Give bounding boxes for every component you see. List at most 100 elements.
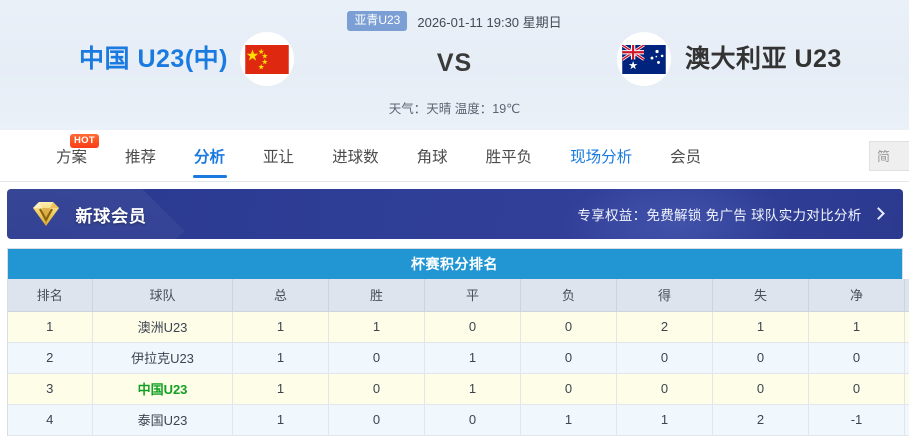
cell-rank: 1 <box>7 311 93 343</box>
weather-info: 天气：天晴 温度：19℃ <box>388 102 521 116</box>
league-tag[interactable]: 亚青U23 <box>347 11 408 31</box>
th-draw: 平 <box>424 279 521 312</box>
th-points: 积分 <box>904 279 909 312</box>
th-win: 胜 <box>328 279 425 312</box>
cell-gf: 0 <box>616 373 713 405</box>
tab-label: 方案 <box>56 148 88 166</box>
cell-loss: 1 <box>520 404 617 436</box>
vip-benefit-text: 专享权益：免费解锁 免广告 球队实力对比分析 <box>577 208 862 223</box>
cell-loss: 0 <box>520 373 617 405</box>
cell-ga: 0 <box>712 373 809 405</box>
vip-banner-right[interactable]: 专享权益：免费解锁 免广告 球队实力对比分析 <box>577 204 885 224</box>
cell-win: 0 <box>328 373 425 405</box>
australia-flag-icon <box>617 32 671 86</box>
cell-points: 1 <box>904 373 909 405</box>
cell-rank: 4 <box>7 404 93 436</box>
cell-gf: 1 <box>616 404 713 436</box>
tab-label: 分析 <box>194 148 226 166</box>
cell-gd: 1 <box>808 311 905 343</box>
cell-played: 1 <box>232 404 329 436</box>
table-row[interactable]: 3 中国U23 1 0 1 0 0 0 0 1 <box>7 373 909 405</box>
australia-flag-svg <box>622 44 666 74</box>
tab-label: 现场分析 <box>570 148 633 166</box>
cell-played: 1 <box>232 342 329 374</box>
cell-loss: 0 <box>520 311 617 343</box>
cell-team[interactable]: 澳洲U23 <box>92 311 233 343</box>
cell-points: 3 <box>904 311 909 343</box>
cell-draw: 1 <box>424 373 521 405</box>
language-toggle-button[interactable]: 简 <box>869 140 909 171</box>
tab-label: 进球数 <box>332 148 379 166</box>
standings-header-row: 排名 球队 总 胜 平 负 得 失 净 积分 <box>7 279 909 312</box>
china-flag-svg <box>245 44 289 74</box>
cell-team[interactable]: 泰国U23 <box>92 404 233 436</box>
cell-played: 1 <box>232 311 329 343</box>
table-row[interactable]: 4 泰国U23 1 0 0 1 1 2 -1 0 <box>7 404 909 436</box>
th-rank: 排名 <box>7 279 93 312</box>
vip-banner-title: 新球会员 <box>75 206 147 226</box>
tab-label: 角球 <box>416 148 448 166</box>
match-header: 中国 U23(中) 亚青U23 2026-01-11 19:30 星期日 VS … <box>0 0 909 130</box>
match-meta-row: 亚青U23 2026-01-11 19:30 星期日 <box>347 10 562 32</box>
cell-win: 0 <box>328 342 425 374</box>
tab-yarang[interactable]: 亚让 <box>263 130 294 182</box>
cell-ga: 2 <box>712 404 809 436</box>
th-gd: 净 <box>808 279 905 312</box>
standings-table: 排名 球队 总 胜 平 负 得 失 净 积分 1 澳洲U23 1 1 0 0 2 <box>7 279 909 436</box>
tab-fenxi[interactable]: 分析 <box>194 130 225 182</box>
cell-rank: 3 <box>7 373 93 405</box>
china-flag-icon <box>240 32 294 86</box>
vip-membership-banner[interactable]: 新球会员 专享权益：免费解锁 免广告 球队实力对比分析 <box>6 189 903 239</box>
cell-win: 1 <box>328 311 425 343</box>
match-center-info: 亚青U23 2026-01-11 19:30 星期日 VS 天气：天晴 温度：1… <box>310 0 599 130</box>
hot-badge: HOT <box>70 133 99 148</box>
tab-label: 推荐 <box>125 148 157 166</box>
standings-title: 杯赛积分排名 <box>7 249 902 279</box>
cell-draw: 1 <box>424 342 521 374</box>
diamond-gem-svg <box>32 202 59 226</box>
tab-xianchangfenxi[interactable]: 现场分析 <box>570 130 632 182</box>
cell-points: 0 <box>904 404 909 436</box>
tab-huiyuan[interactable]: 会员 <box>670 130 701 182</box>
vs-label: VS <box>436 49 473 77</box>
away-team-block[interactable]: 澳大利亚 U23 <box>599 0 909 130</box>
cell-ga: 0 <box>712 342 809 374</box>
tab-label: 会员 <box>670 148 702 166</box>
th-ga: 失 <box>712 279 809 312</box>
table-row[interactable]: 1 澳洲U23 1 1 0 0 2 1 1 3 <box>7 311 909 343</box>
tab-fangan[interactable]: HOT 方案 <box>56 130 99 182</box>
table-row[interactable]: 2 伊拉克U23 1 0 1 0 0 0 0 1 <box>7 342 909 374</box>
tab-shengpingfu[interactable]: 胜平负 <box>486 130 533 182</box>
tab-jinqiushu[interactable]: 进球数 <box>332 130 379 182</box>
cell-gd: -1 <box>808 404 905 436</box>
cell-ga: 1 <box>712 311 809 343</box>
tab-list: HOT 方案 推荐 分析 亚让 进球数 角球 胜平负 现场分析 会员 <box>0 130 869 182</box>
cell-draw: 0 <box>424 404 521 436</box>
diamond-gem-icon <box>29 199 63 229</box>
cell-team[interactable]: 伊拉克U23 <box>92 342 233 374</box>
th-gf: 得 <box>616 279 713 312</box>
th-team: 球队 <box>92 279 233 312</box>
tab-label: 亚让 <box>263 148 295 166</box>
away-team-name: 澳大利亚 U23 <box>685 45 842 73</box>
cell-team[interactable]: 中国U23 <box>92 373 233 405</box>
home-team-block[interactable]: 中国 U23(中) <box>0 0 310 130</box>
chevron-right-icon[interactable] <box>871 207 885 220</box>
th-played: 总 <box>232 279 329 312</box>
nav-bar: HOT 方案 推荐 分析 亚让 进球数 角球 胜平负 现场分析 会员 简 <box>0 130 909 182</box>
tab-tuijian[interactable]: 推荐 <box>125 130 156 182</box>
cell-gd: 0 <box>808 373 905 405</box>
cell-points: 1 <box>904 342 909 374</box>
cell-gd: 0 <box>808 342 905 374</box>
cell-rank: 2 <box>7 342 93 374</box>
cell-played: 1 <box>232 373 329 405</box>
cell-gf: 2 <box>616 311 713 343</box>
cell-win: 0 <box>328 404 425 436</box>
match-datetime: 2026-01-11 19:30 星期日 <box>417 14 562 30</box>
home-team-name: 中国 U23(中) <box>79 45 228 73</box>
tab-jiaoqiu[interactable]: 角球 <box>417 130 448 182</box>
cell-loss: 0 <box>520 342 617 374</box>
tab-label: 胜平负 <box>485 148 533 166</box>
th-loss: 负 <box>520 279 617 312</box>
cell-gf: 0 <box>616 342 713 374</box>
